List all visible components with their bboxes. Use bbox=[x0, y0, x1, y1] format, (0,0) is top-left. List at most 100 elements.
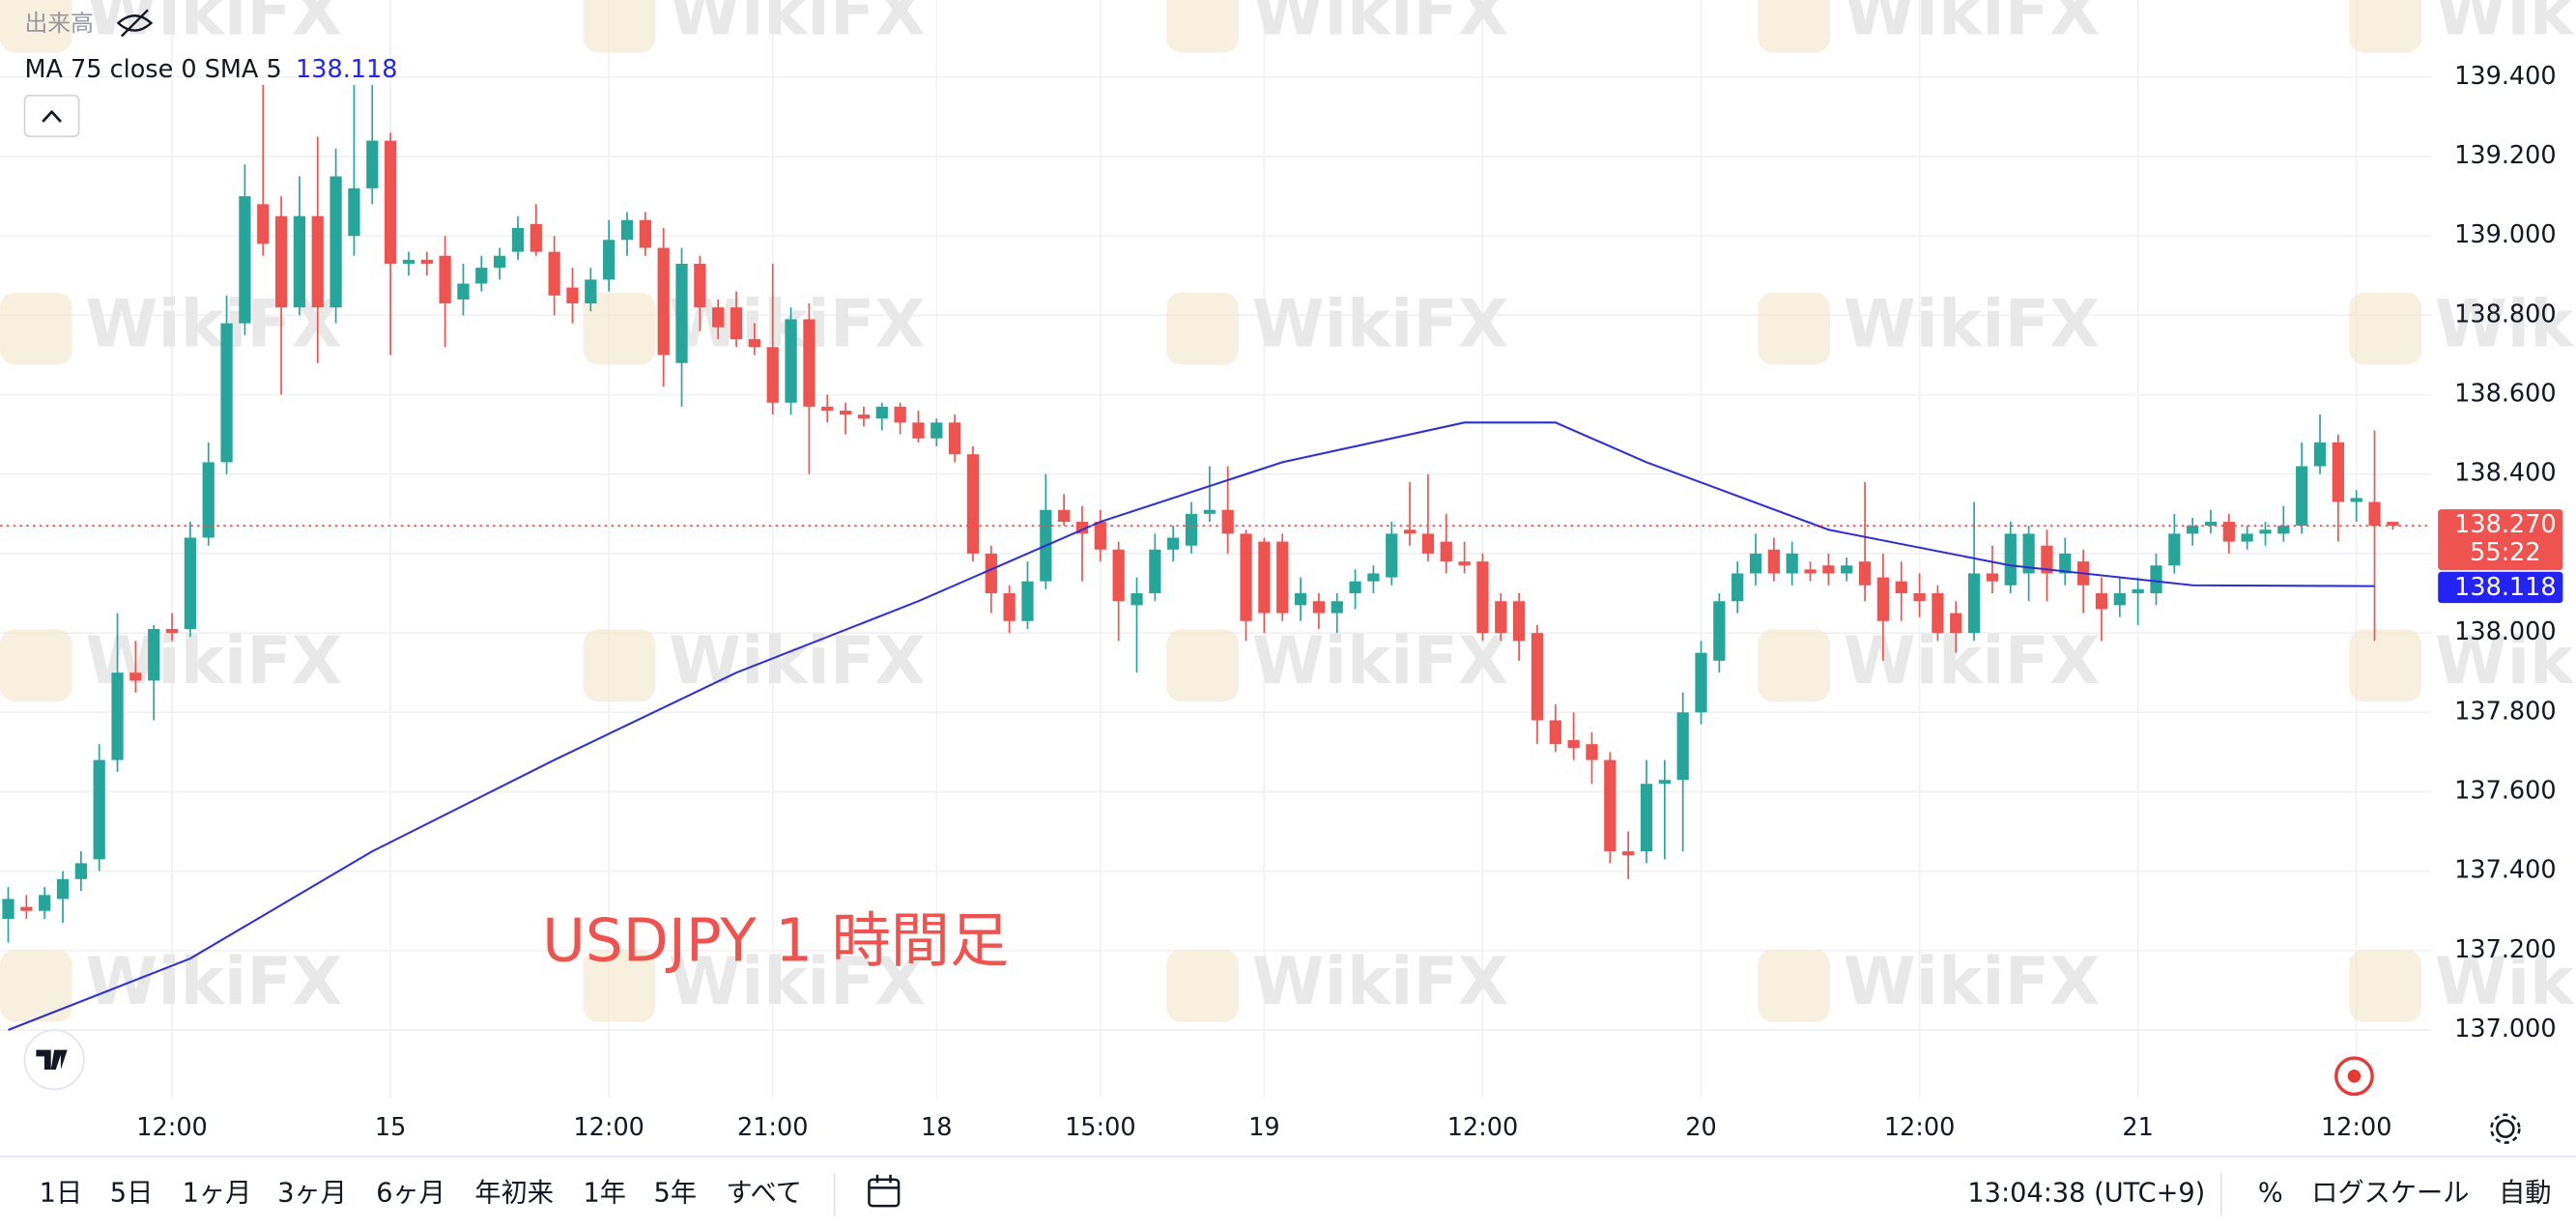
candle-body bbox=[257, 204, 270, 244]
candle-body bbox=[1476, 561, 1489, 634]
candle-body bbox=[2241, 533, 2253, 542]
candle-body bbox=[1640, 784, 1653, 852]
range-button[interactable]: 5日 bbox=[110, 1179, 154, 1209]
y-tick-label: 138.000 bbox=[2454, 617, 2556, 646]
percent-button[interactable]: % bbox=[2258, 1179, 2283, 1209]
candle-body bbox=[2059, 553, 2072, 574]
range-button[interactable]: 5年 bbox=[654, 1179, 698, 1209]
candle-body bbox=[1258, 541, 1271, 614]
candle-body bbox=[129, 672, 142, 681]
candle-body bbox=[530, 223, 542, 252]
y-tick-label: 139.000 bbox=[2454, 220, 2556, 249]
watermark: WikiFX bbox=[1844, 287, 2101, 363]
range-button[interactable]: 1年 bbox=[583, 1179, 626, 1209]
watermark-logo bbox=[2349, 0, 2422, 53]
candle-body bbox=[2296, 466, 2308, 527]
candle-body bbox=[329, 176, 342, 308]
watermark-logo bbox=[2349, 949, 2422, 1022]
watermark-logo bbox=[583, 629, 656, 702]
range-button[interactable]: 1日 bbox=[40, 1179, 83, 1209]
record-button[interactable] bbox=[2334, 1056, 2374, 1097]
candle-body bbox=[694, 263, 706, 308]
watermark: WikiFX bbox=[1252, 944, 1509, 1020]
candle-body bbox=[511, 227, 525, 252]
collapse-button[interactable] bbox=[23, 94, 80, 138]
watermark: WikiFX bbox=[85, 0, 342, 51]
y-tick-label: 138.600 bbox=[2454, 380, 2556, 409]
candle-body bbox=[220, 323, 233, 463]
watermark: WikiFX bbox=[669, 287, 926, 363]
y-tick-label: 137.000 bbox=[2454, 1015, 2556, 1043]
watermark-logo bbox=[2349, 629, 2422, 702]
candle-body bbox=[2204, 522, 2218, 527]
x-tick-label: 12:00 bbox=[2321, 1113, 2392, 1142]
candle-body bbox=[475, 268, 488, 284]
candle-body bbox=[1203, 509, 1216, 514]
x-tick-label: 20 bbox=[1685, 1113, 1716, 1142]
candle-body bbox=[2277, 526, 2290, 534]
watermark: WikiFX bbox=[1844, 944, 2101, 1020]
candle-body bbox=[821, 406, 834, 411]
range-button[interactable]: 1ヶ月 bbox=[183, 1179, 252, 1209]
range-button[interactable]: 年初来 bbox=[474, 1179, 554, 1209]
y-tick-label: 137.200 bbox=[2454, 935, 2556, 964]
candle-body bbox=[1458, 561, 1471, 566]
hide-icon[interactable] bbox=[116, 9, 154, 38]
calendar-icon[interactable] bbox=[868, 1174, 901, 1208]
candle-body bbox=[1732, 573, 1744, 602]
candle-body bbox=[1767, 549, 1780, 574]
tv-logo[interactable] bbox=[23, 1029, 85, 1091]
candle-body bbox=[1421, 533, 1435, 554]
candle-body bbox=[620, 219, 634, 241]
watermark-logo bbox=[583, 292, 656, 365]
candle-body bbox=[402, 259, 415, 264]
candle-body bbox=[1331, 601, 1343, 614]
plot bbox=[0, 85, 2432, 1031]
candle-body bbox=[1058, 509, 1071, 523]
candle-body bbox=[1003, 593, 1016, 621]
candle-body bbox=[2132, 588, 2144, 594]
candle-body bbox=[148, 628, 160, 681]
watermark: WikiFX bbox=[2435, 944, 2576, 1020]
range-button[interactable]: すべて bbox=[726, 1179, 802, 1209]
chart-annotation: USDJPY 1 時間足 bbox=[542, 906, 1009, 975]
candle-body bbox=[1841, 565, 1853, 574]
watermarks: WikiFX WikiFX WikiFX WikiFX WikiFX WikiFX Wiki… bbox=[0, 0, 2576, 1022]
watermark: WikiFX bbox=[669, 0, 926, 51]
candle-body bbox=[1586, 744, 1598, 760]
candle-body bbox=[1531, 633, 1544, 721]
candle-body bbox=[675, 263, 688, 363]
candle-body bbox=[384, 140, 397, 264]
candle-body bbox=[2022, 533, 2035, 574]
range-button[interactable]: 6ヶ月 bbox=[376, 1179, 445, 1209]
log-scale-button[interactable]: ログスケール bbox=[2311, 1179, 2469, 1209]
watermark-logo bbox=[583, 0, 656, 53]
candle-body bbox=[857, 414, 871, 419]
candle-body bbox=[1895, 581, 1907, 594]
watermark-logo bbox=[0, 0, 72, 53]
candle-body bbox=[2113, 593, 2126, 606]
watermark-logo bbox=[1166, 949, 1239, 1022]
watermark-logo bbox=[1166, 292, 1239, 365]
watermark: WikiFX bbox=[1844, 623, 2101, 700]
ma-value-box bbox=[2438, 571, 2563, 604]
x-tick-label: 12:00 bbox=[1884, 1113, 1955, 1142]
candle-body bbox=[1604, 759, 1617, 852]
x-tick-label: 12:00 bbox=[1447, 1113, 1519, 1142]
candle-body bbox=[1749, 553, 1762, 574]
volume-label: 出来高 bbox=[25, 10, 94, 37]
countdown-label: 55:22 bbox=[2470, 538, 2541, 567]
candle-body bbox=[2387, 522, 2399, 527]
candle-body bbox=[2041, 545, 2053, 574]
candle-body bbox=[912, 422, 925, 439]
candle-body bbox=[93, 759, 105, 860]
candle-body bbox=[239, 196, 251, 324]
settings-icon[interactable] bbox=[2490, 1113, 2521, 1144]
auto-button[interactable]: 自動 bbox=[2499, 1179, 2551, 1209]
y-tick-label: 137.800 bbox=[2454, 697, 2556, 726]
candle-body bbox=[785, 319, 797, 403]
candle-body bbox=[639, 219, 651, 248]
candle-body bbox=[1913, 593, 1926, 602]
range-button[interactable]: 3ヶ月 bbox=[277, 1179, 347, 1209]
